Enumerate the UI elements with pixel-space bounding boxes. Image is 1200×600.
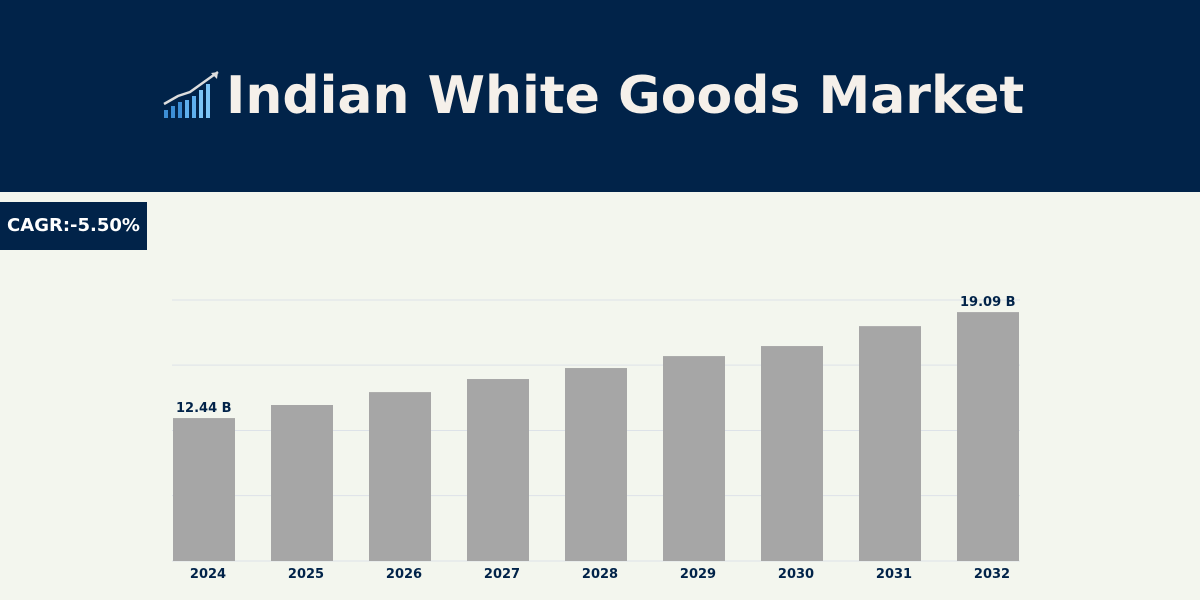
header: Indian White Goods Market: [0, 0, 1200, 192]
bar: [467, 379, 529, 561]
bar: [369, 392, 431, 561]
bar: [859, 326, 921, 561]
x-tick-label: 2027: [484, 567, 520, 582]
x-tick-label: 2029: [680, 567, 716, 582]
bar: [761, 346, 823, 561]
x-tick-label: 2032: [974, 567, 1010, 582]
bar: [663, 356, 725, 561]
x-tick-label: 2031: [876, 567, 912, 582]
x-tick-label: 2024: [190, 567, 226, 582]
bar: [565, 368, 627, 561]
bar: [957, 312, 1019, 561]
cagr-label: CAGR:-5.50%: [0, 202, 147, 250]
x-tick-label: 2025: [288, 567, 324, 582]
bar: [173, 418, 235, 561]
x-tick-label: 2030: [778, 567, 814, 582]
x-tick-label: 2026: [386, 567, 422, 582]
chart-title: Indian White Goods Market: [226, 66, 1025, 126]
bar: [271, 405, 333, 561]
value-label: 19.09 B: [960, 295, 1016, 310]
value-label: 12.44 B: [176, 401, 232, 416]
x-tick-label: 2028: [582, 567, 618, 582]
title-icon: [163, 70, 219, 118]
